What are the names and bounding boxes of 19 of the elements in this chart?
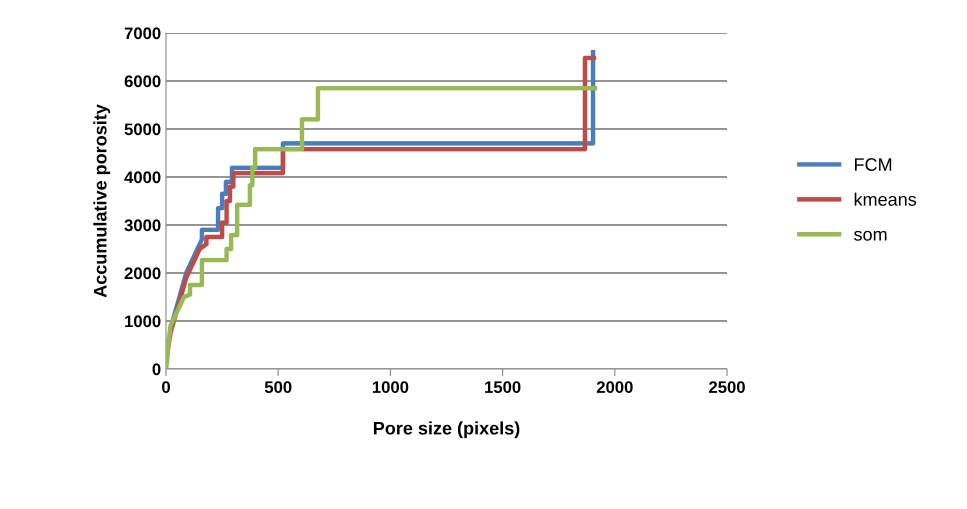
legend-label: kmeans [854,192,916,206]
y-tick-label: 0 [152,363,160,376]
y-tick-label: 3000 [124,219,160,232]
x-axis-title: Pore size (pixels) [374,421,520,438]
y-tick-label: 4000 [124,171,160,184]
y-tick-label: 6000 [124,75,160,88]
x-tick-label: 1000 [372,381,408,394]
y-tick-label: 1000 [125,315,160,328]
y-tick-label: 2000 [124,267,160,280]
y-tick-label: 5000 [124,123,160,136]
legend-label: FCM [855,158,892,171]
x-tick-label: 2000 [596,381,633,394]
x-tick-label: 0 [162,381,170,394]
y-axis-title: Accumulative porosity [93,104,110,298]
y-tick-label: 7000 [124,27,160,40]
x-tick-label: 500 [264,381,292,394]
legend-label: som [854,230,886,241]
x-tick-label: 2500 [709,381,745,394]
x-tick-label: 1500 [485,381,520,394]
